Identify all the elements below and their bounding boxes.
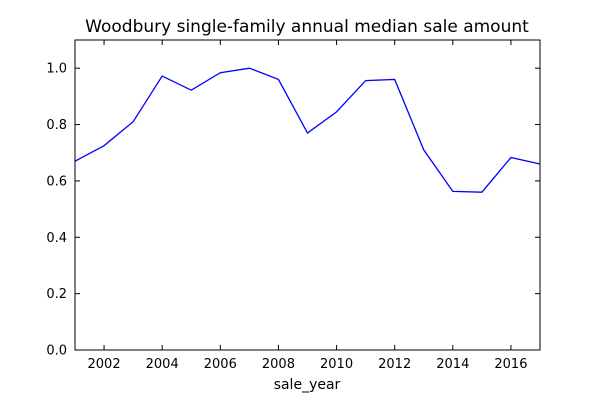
chart-title: Woodbury single-family annual median sal…	[85, 17, 529, 37]
y-axis: 0.0 0.2 0.4 0.6 0.8 1.0	[46, 62, 540, 359]
x-tick-label-2004: 2004	[146, 357, 179, 372]
x-tick-label-2008: 2008	[262, 357, 295, 372]
x-tick-label-2010: 2010	[320, 357, 353, 372]
y-tick-label-1: 0.2	[46, 287, 67, 302]
series-line-0	[74, 67, 541, 193]
x-tick-label-2014: 2014	[436, 357, 469, 372]
y-tick-label-3: 0.6	[46, 174, 67, 189]
y-tick-label-5: 1.0	[46, 62, 67, 77]
x-tick-label-2002: 2002	[88, 357, 121, 372]
y-tick-label-4: 0.8	[46, 118, 67, 133]
y-tick-label-0: 0.0	[46, 344, 67, 359]
plot-area	[74, 39, 541, 351]
x-axis-label: sale_year	[274, 377, 341, 393]
x-tick-label-2012: 2012	[378, 357, 411, 372]
x-axis: 2002 2004 2006 2008 2010 2012 2014 2016	[88, 40, 527, 372]
x-tick-label-2006: 2006	[204, 357, 237, 372]
y-tick-label-2: 0.4	[46, 231, 67, 246]
x-tick-label-2016: 2016	[494, 357, 527, 372]
plot-frame	[74, 39, 541, 351]
